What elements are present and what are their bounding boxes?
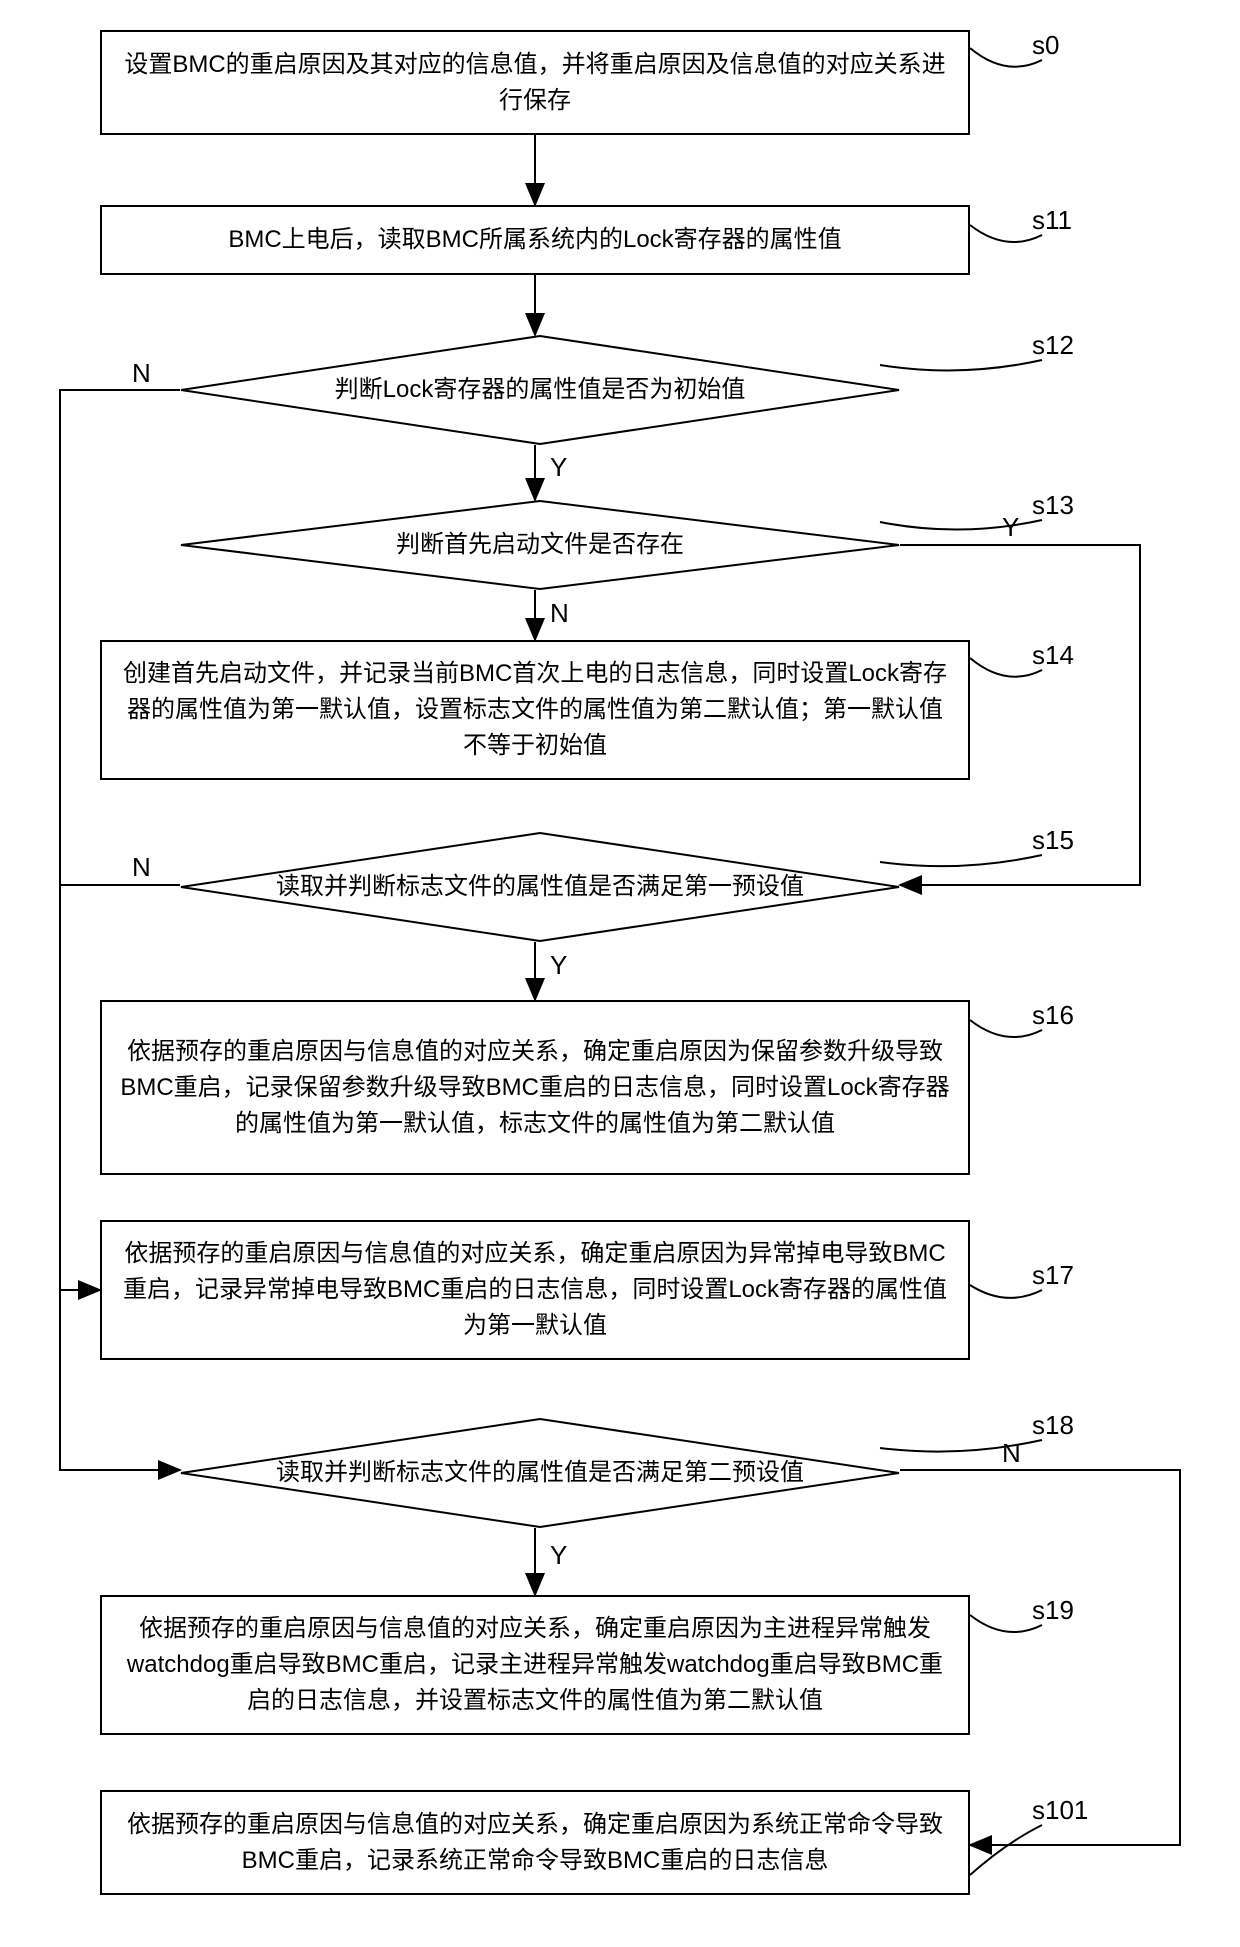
flow-box-s11: BMC上电后，读取BMC所属系统内的Lock寄存器的属性值 (100, 205, 970, 275)
flow-box-s16: 依据预存的重启原因与信息值的对应关系，确定重启原因为保留参数升级导致BMC重启，… (100, 1000, 970, 1175)
step-label-s12: s12 (1032, 330, 1074, 361)
edge-label-s15_N: N (130, 852, 153, 883)
flow-box-s0: 设置BMC的重启原因及其对应的信息值，并将重启原因及信息值的对应关系进行保存 (100, 30, 970, 135)
step-label-s19: s19 (1032, 1595, 1074, 1626)
flow-box-s19: 依据预存的重启原因与信息值的对应关系，确定重启原因为主进程异常触发watchdo… (100, 1595, 970, 1735)
flow-diamond-text: 读取并判断标志文件的属性值是否满足第一预设值 (196, 870, 884, 905)
edge-label-s18_N: N (1000, 1438, 1023, 1469)
step-label-s15: s15 (1032, 825, 1074, 856)
flow-diamond-s15: 读取并判断标志文件的属性值是否满足第一预设值 (180, 832, 900, 942)
flow-box-text: 依据预存的重启原因与信息值的对应关系，确定重启原因为保留参数升级导致BMC重启，… (120, 1034, 950, 1142)
step-label-s17: s17 (1032, 1260, 1074, 1291)
step-label-s0: s0 (1032, 30, 1059, 61)
edge-label-s13_Y: Y (1000, 512, 1021, 543)
edge-label-s13_N: N (548, 598, 571, 629)
step-label-s101: s101 (1032, 1795, 1088, 1826)
flow-box-text: 创建首先启动文件，并记录当前BMC首次上电的日志信息，同时设置Lock寄存器的属… (120, 656, 950, 764)
flow-box-text: BMC上电后，读取BMC所属系统内的Lock寄存器的属性值 (228, 222, 841, 258)
flow-box-s101: 依据预存的重启原因与信息值的对应关系，确定重启原因为系统正常命令导致BMC重启，… (100, 1790, 970, 1895)
edge-label-s12_Y: Y (548, 452, 569, 483)
flow-diamond-s18: 读取并判断标志文件的属性值是否满足第二预设值 (180, 1418, 900, 1528)
step-label-s13: s13 (1032, 490, 1074, 521)
flow-diamond-s12: 判断Lock寄存器的属性值是否为初始值 (180, 335, 900, 445)
flow-box-s14: 创建首先启动文件，并记录当前BMC首次上电的日志信息，同时设置Lock寄存器的属… (100, 640, 970, 780)
flow-box-text: 依据预存的重启原因与信息值的对应关系，确定重启原因为主进程异常触发watchdo… (120, 1611, 950, 1719)
flow-box-text: 设置BMC的重启原因及其对应的信息值，并将重启原因及信息值的对应关系进行保存 (120, 47, 950, 119)
step-label-s16: s16 (1032, 1000, 1074, 1031)
edge-label-s18_Y: Y (548, 1540, 569, 1571)
step-label-s14: s14 (1032, 640, 1074, 671)
flow-diamond-text: 判断首先启动文件是否存在 (316, 528, 764, 563)
edge-label-s15_Y: Y (548, 950, 569, 981)
flow-box-s17: 依据预存的重启原因与信息值的对应关系，确定重启原因为异常掉电导致BMC重启，记录… (100, 1220, 970, 1360)
edge-label-s12_N: N (130, 358, 153, 389)
flow-box-text: 依据预存的重启原因与信息值的对应关系，确定重启原因为异常掉电导致BMC重启，记录… (120, 1236, 950, 1344)
flow-diamond-text: 读取并判断标志文件的属性值是否满足第二预设值 (196, 1456, 884, 1491)
flow-diamond-s13: 判断首先启动文件是否存在 (180, 500, 900, 590)
step-label-s11: s11 (1032, 205, 1072, 236)
flow-box-text: 依据预存的重启原因与信息值的对应关系，确定重启原因为系统正常命令导致BMC重启，… (120, 1807, 950, 1879)
step-label-s18: s18 (1032, 1410, 1074, 1441)
flow-diamond-text: 判断Lock寄存器的属性值是否为初始值 (255, 373, 826, 408)
